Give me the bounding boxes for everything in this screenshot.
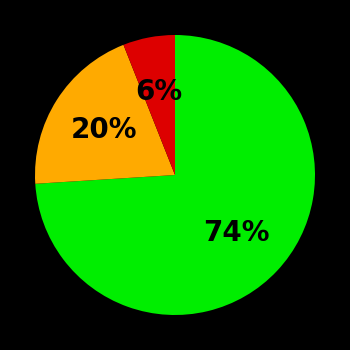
Text: 20%: 20% — [71, 116, 137, 144]
Wedge shape — [35, 35, 315, 315]
Text: 6%: 6% — [136, 78, 183, 106]
Wedge shape — [35, 45, 175, 184]
Text: 74%: 74% — [203, 218, 270, 246]
Wedge shape — [124, 35, 175, 175]
